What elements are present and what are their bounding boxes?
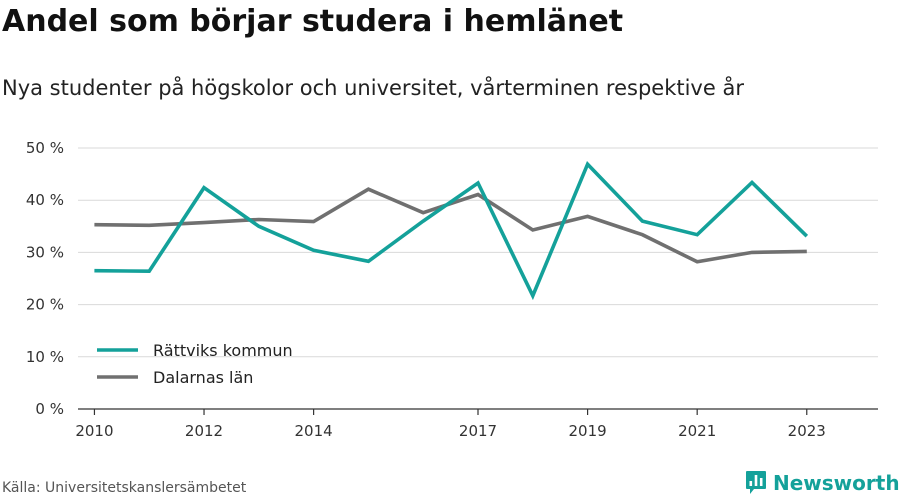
chart-title: Andel som börjar studera i hemlänet bbox=[2, 4, 624, 39]
y-tick-label: 20 % bbox=[26, 296, 64, 314]
y-tick-label: 40 % bbox=[26, 191, 64, 209]
x-tick-label: 2023 bbox=[788, 422, 826, 440]
legend-label-dalarna: Dalarnas län bbox=[153, 368, 253, 387]
brand-logo: Newsworthy bbox=[745, 468, 900, 498]
brand-chart-icon bbox=[746, 471, 766, 494]
x-tick-label: 2019 bbox=[568, 422, 606, 440]
legend: Rättviks kommun Dalarnas län bbox=[97, 341, 293, 387]
chart-subtitle: Nya studenter på högskolor och universit… bbox=[2, 76, 744, 100]
series-line-rattvik bbox=[94, 160, 809, 301]
x-tick-label: 2010 bbox=[75, 422, 113, 440]
x-axis: 2010 2012 2014 2017 2019 2021 2023 bbox=[75, 408, 878, 440]
y-tick-label: 10 % bbox=[26, 348, 64, 366]
x-tick-label: 2021 bbox=[678, 422, 716, 440]
y-tick-label: 50 % bbox=[26, 139, 64, 157]
y-tick-label: 0 % bbox=[35, 400, 64, 418]
brand-name: Newsworthy bbox=[773, 471, 900, 495]
y-tick-label: 30 % bbox=[26, 243, 64, 261]
x-tick-label: 2017 bbox=[459, 422, 497, 440]
source-note: Källa: Universitetskanslersämbetet bbox=[2, 480, 247, 496]
x-tick-label: 2012 bbox=[185, 422, 223, 440]
x-tick-label: 2014 bbox=[295, 422, 333, 440]
series-lines bbox=[94, 160, 809, 301]
legend-label-rattvik: Rättviks kommun bbox=[153, 341, 293, 360]
